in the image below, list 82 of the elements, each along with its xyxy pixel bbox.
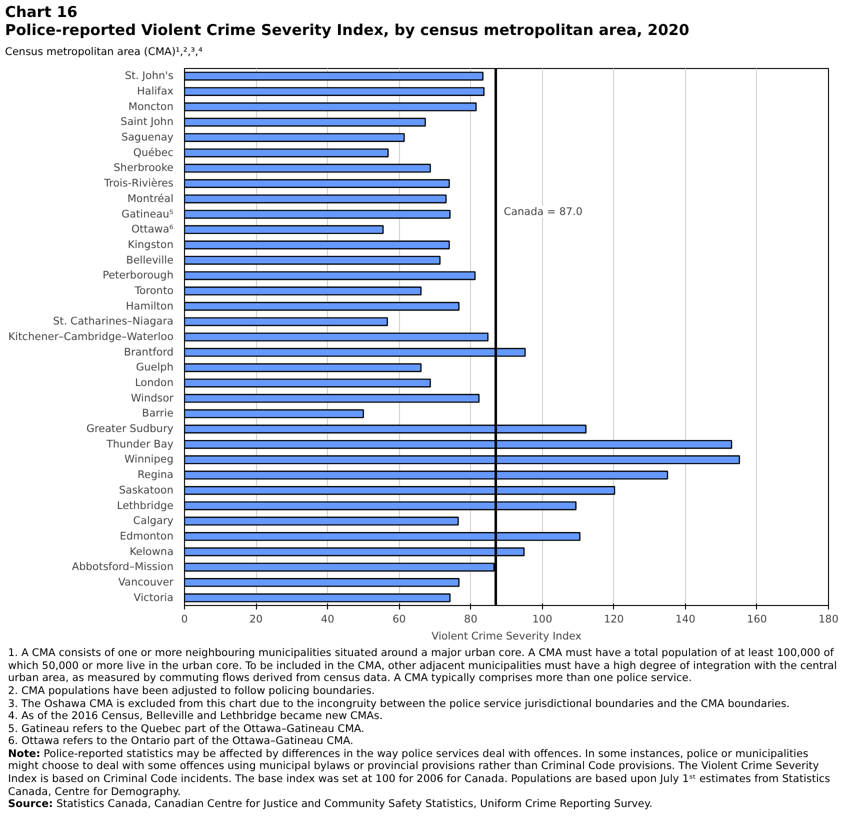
text: 5. Gatineau refers to the Quebec part of the Ottawa–Gatineau CMA. [8,722,366,736]
bar [184,256,441,265]
y-tick-label: Saskatoon [118,484,174,497]
y-tick-label: Winnipeg [124,454,174,466]
bar [184,271,476,280]
text: 2. CMA populations have been adjusted to follow policing boundaries. [8,684,376,698]
y-tick-label: Gatineau⁵ [121,208,174,220]
y-tick-label: Trois-Rivières [103,178,174,190]
y-tick-label: Moncton [128,101,174,113]
y-tick-label: Belleville [126,254,174,266]
bar [184,210,451,219]
y-tick-label: Lethbridge [116,500,174,512]
y-tick-label: Windsor [130,392,174,405]
y-tick-label: Victoria [134,592,174,604]
y-tick-label: Vancouver [118,576,174,589]
y-tick-label: Sherbrooke [114,162,174,174]
bar [184,118,426,127]
y-tick-label: Saguenay [121,132,174,144]
x-tick-label: 60 [392,614,406,626]
y-tick-label: Kelowna [130,546,174,558]
bar [184,148,389,158]
y-tick-label: Barrie [142,408,174,420]
x-tick-label: 0 [181,614,188,626]
bar [184,302,460,311]
bar [184,378,431,388]
x-tick-label: 100 [532,614,552,626]
bar [184,87,485,96]
y-tick-label: Ottawa⁶ [131,224,174,236]
bar [184,363,422,372]
text: 4. As of the 2016 Census, Belleville and Lethbridge became new CMAs. [8,710,384,723]
text: Chart 16 [5,3,78,21]
y-tick-label: Abbotsford–Mission [72,561,174,574]
text: 1. A CMA consists of one or more neighbouring municipalities situated around a major urban core. A CMA must have a total population of at least 100,000 of which 50,000 or more live in the urban core. To be included in the CMA, other adjacent municipalities must have a high degree of integration with the central urban area, as measured by commuting flows derived from census data. A CMA typically comprises more than one police service. [8,647,838,685]
y-tick-label: Toronto [134,285,174,298]
bar [184,194,447,204]
bar [184,578,460,588]
source-note: Source: Statistics Canada, Canadian Centre for Justice and Community Safety Statistics, Uniform Crime Reporting Survey. [8,798,654,811]
y-tick-label: Kitchener–Cambridge–Waterloo [8,331,174,344]
text: Note: Police-reported statistics may be affected by differences in the way police services deal with offences. In some instances, police or municipalities might choose to deal with some offences using municipal bylaws or provincial provisions rather than Criminal Code provisions. The Violent Crime Severity Index is based on Criminal Code incidents. The base index was set at 100 for 2006 for Canada. Populations are based upon July 1ˢᵗ estimates from Statistics Canada, Centre for Demography. [8,748,832,798]
bar [184,133,405,142]
x-tick-label: 80 [464,614,478,626]
y-axis-title: Census metropolitan area (CMA)¹,²,³,⁴ [5,45,204,60]
y-tick-label: Montréal [127,193,174,206]
x-tick-label: 140 [675,614,696,626]
bar [184,179,450,188]
y-tick-label: Thunder Bay [105,438,174,451]
y-tick-label: London [135,377,174,390]
y-tick-label: Calgary [133,515,174,528]
y-tick-label: Kingston [128,239,174,252]
bar [184,225,384,234]
bar [184,394,480,403]
chart-subtitle: Police-reported Violent Crime Severity Index, by census metropolitan area, 2020 [5,21,690,39]
y-tick-label: Guelph [136,362,174,374]
y-tick-label: Brantford [124,346,174,358]
y-tick-label: Edmonton [120,530,174,543]
y-tick-label: Greater Sudbury [86,423,174,436]
y-tick-label: St. John's [124,70,174,82]
bar [184,317,388,326]
y-tick-label: St. Catharines–Niagara [52,316,174,328]
ref-line-label: Canada = 87.0 [504,206,583,218]
y-tick-label: Halifax [136,86,174,98]
x-tick-label: 180 [818,614,839,626]
x-tick-label: 40 [320,614,334,626]
y-tick-label: Québec [133,147,174,160]
x-tick-label: 120 [604,614,624,626]
text: 6. Ottawa refers to the Ontario part of the Ottawa–Gatineau CMA. [8,735,354,748]
x-tick-label: 160 [746,614,767,626]
bar [184,332,488,342]
y-tick-label: Peterborough [102,270,174,282]
bar [184,72,484,81]
x-axis-title: Violent Crime Severity Index [432,630,582,643]
bar [184,516,459,526]
x-tick-label: 20 [249,614,263,626]
bar [184,409,364,418]
bar [184,164,431,173]
bar [184,102,477,112]
y-tick-label: Saint John [120,116,174,128]
y-tick-label: Hamilton [126,300,174,312]
bar [184,286,422,296]
text: 3. The Oshawa CMA is excluded from this chart due to the incongruity between the police service jurisdictional boundaries and the CMA boundaries. [8,698,791,710]
y-tick-label: Regina [138,469,174,482]
bar [184,240,450,250]
